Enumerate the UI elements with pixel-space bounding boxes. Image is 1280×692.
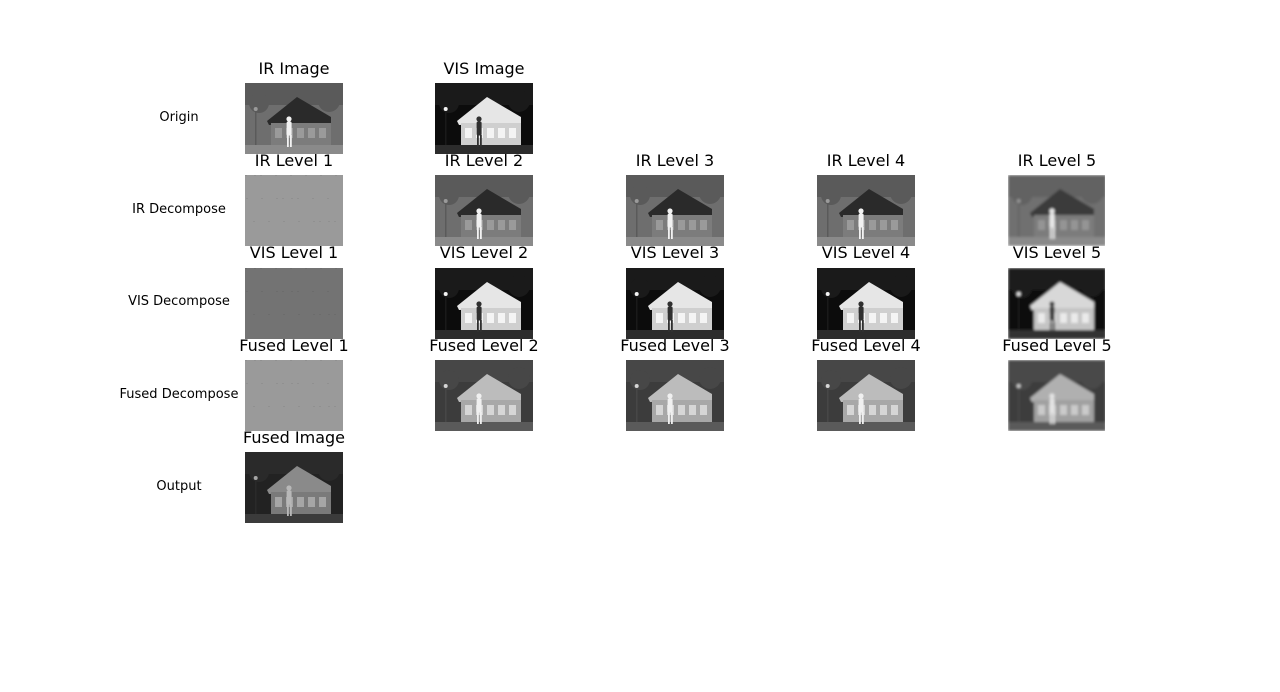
fused-level-5-image [1008, 360, 1105, 431]
cell-title: VIS Level 3 [630, 243, 720, 262]
ir-level-2-image [435, 175, 533, 246]
vis-level-3-image [626, 268, 724, 339]
row-label-ir-decompose: IR Decompose [132, 202, 226, 217]
row-label-vis-decompose: VIS Decompose [128, 294, 230, 309]
cell-title: VIS Level 5 [1012, 243, 1102, 262]
cell-title: IR Level 3 [635, 151, 715, 170]
vis-level-2-image [435, 268, 533, 339]
ir-original-image [245, 83, 343, 154]
vis-level-4-image [817, 268, 915, 339]
row-label-fused-decompose: Fused Decompose [119, 387, 239, 402]
vis-level-5-image [1008, 268, 1105, 339]
cell-title: Fused Image [243, 428, 345, 447]
cell-title: IR Level 4 [826, 151, 906, 170]
ir-level-4-image [817, 175, 915, 246]
cell-title: Fused Level 3 [620, 336, 730, 355]
fused-level-4-image [817, 360, 915, 431]
fused-output-image [245, 452, 343, 523]
cell-title: Fused Level 4 [811, 336, 921, 355]
ir-level-5-image [1008, 175, 1105, 246]
cell-title: VIS Level 2 [439, 243, 529, 262]
cell-title: Fused Level 5 [1002, 336, 1112, 355]
cell-title: IR Image [258, 59, 330, 78]
cell-title: IR Level 5 [1017, 151, 1097, 170]
row-label-output: Output [156, 479, 202, 494]
cell-title: IR Level 1 [254, 151, 334, 170]
cell-title: VIS Image [443, 59, 525, 78]
row-label-origin: Origin [159, 110, 199, 125]
vis-original-image [435, 83, 533, 154]
ir-level-3-image [626, 175, 724, 246]
cell-title: VIS Level 1 [249, 243, 339, 262]
fused-level-2-image [435, 360, 533, 431]
fused-level-1-image [245, 360, 343, 431]
cell-title: IR Level 2 [444, 151, 524, 170]
fused-level-3-image [626, 360, 724, 431]
cell-title: VIS Level 4 [821, 243, 911, 262]
cell-title: Fused Level 2 [429, 336, 539, 355]
ir-level-1-image [245, 175, 343, 246]
cell-title: Fused Level 1 [239, 336, 349, 355]
vis-level-1-image [245, 268, 343, 339]
